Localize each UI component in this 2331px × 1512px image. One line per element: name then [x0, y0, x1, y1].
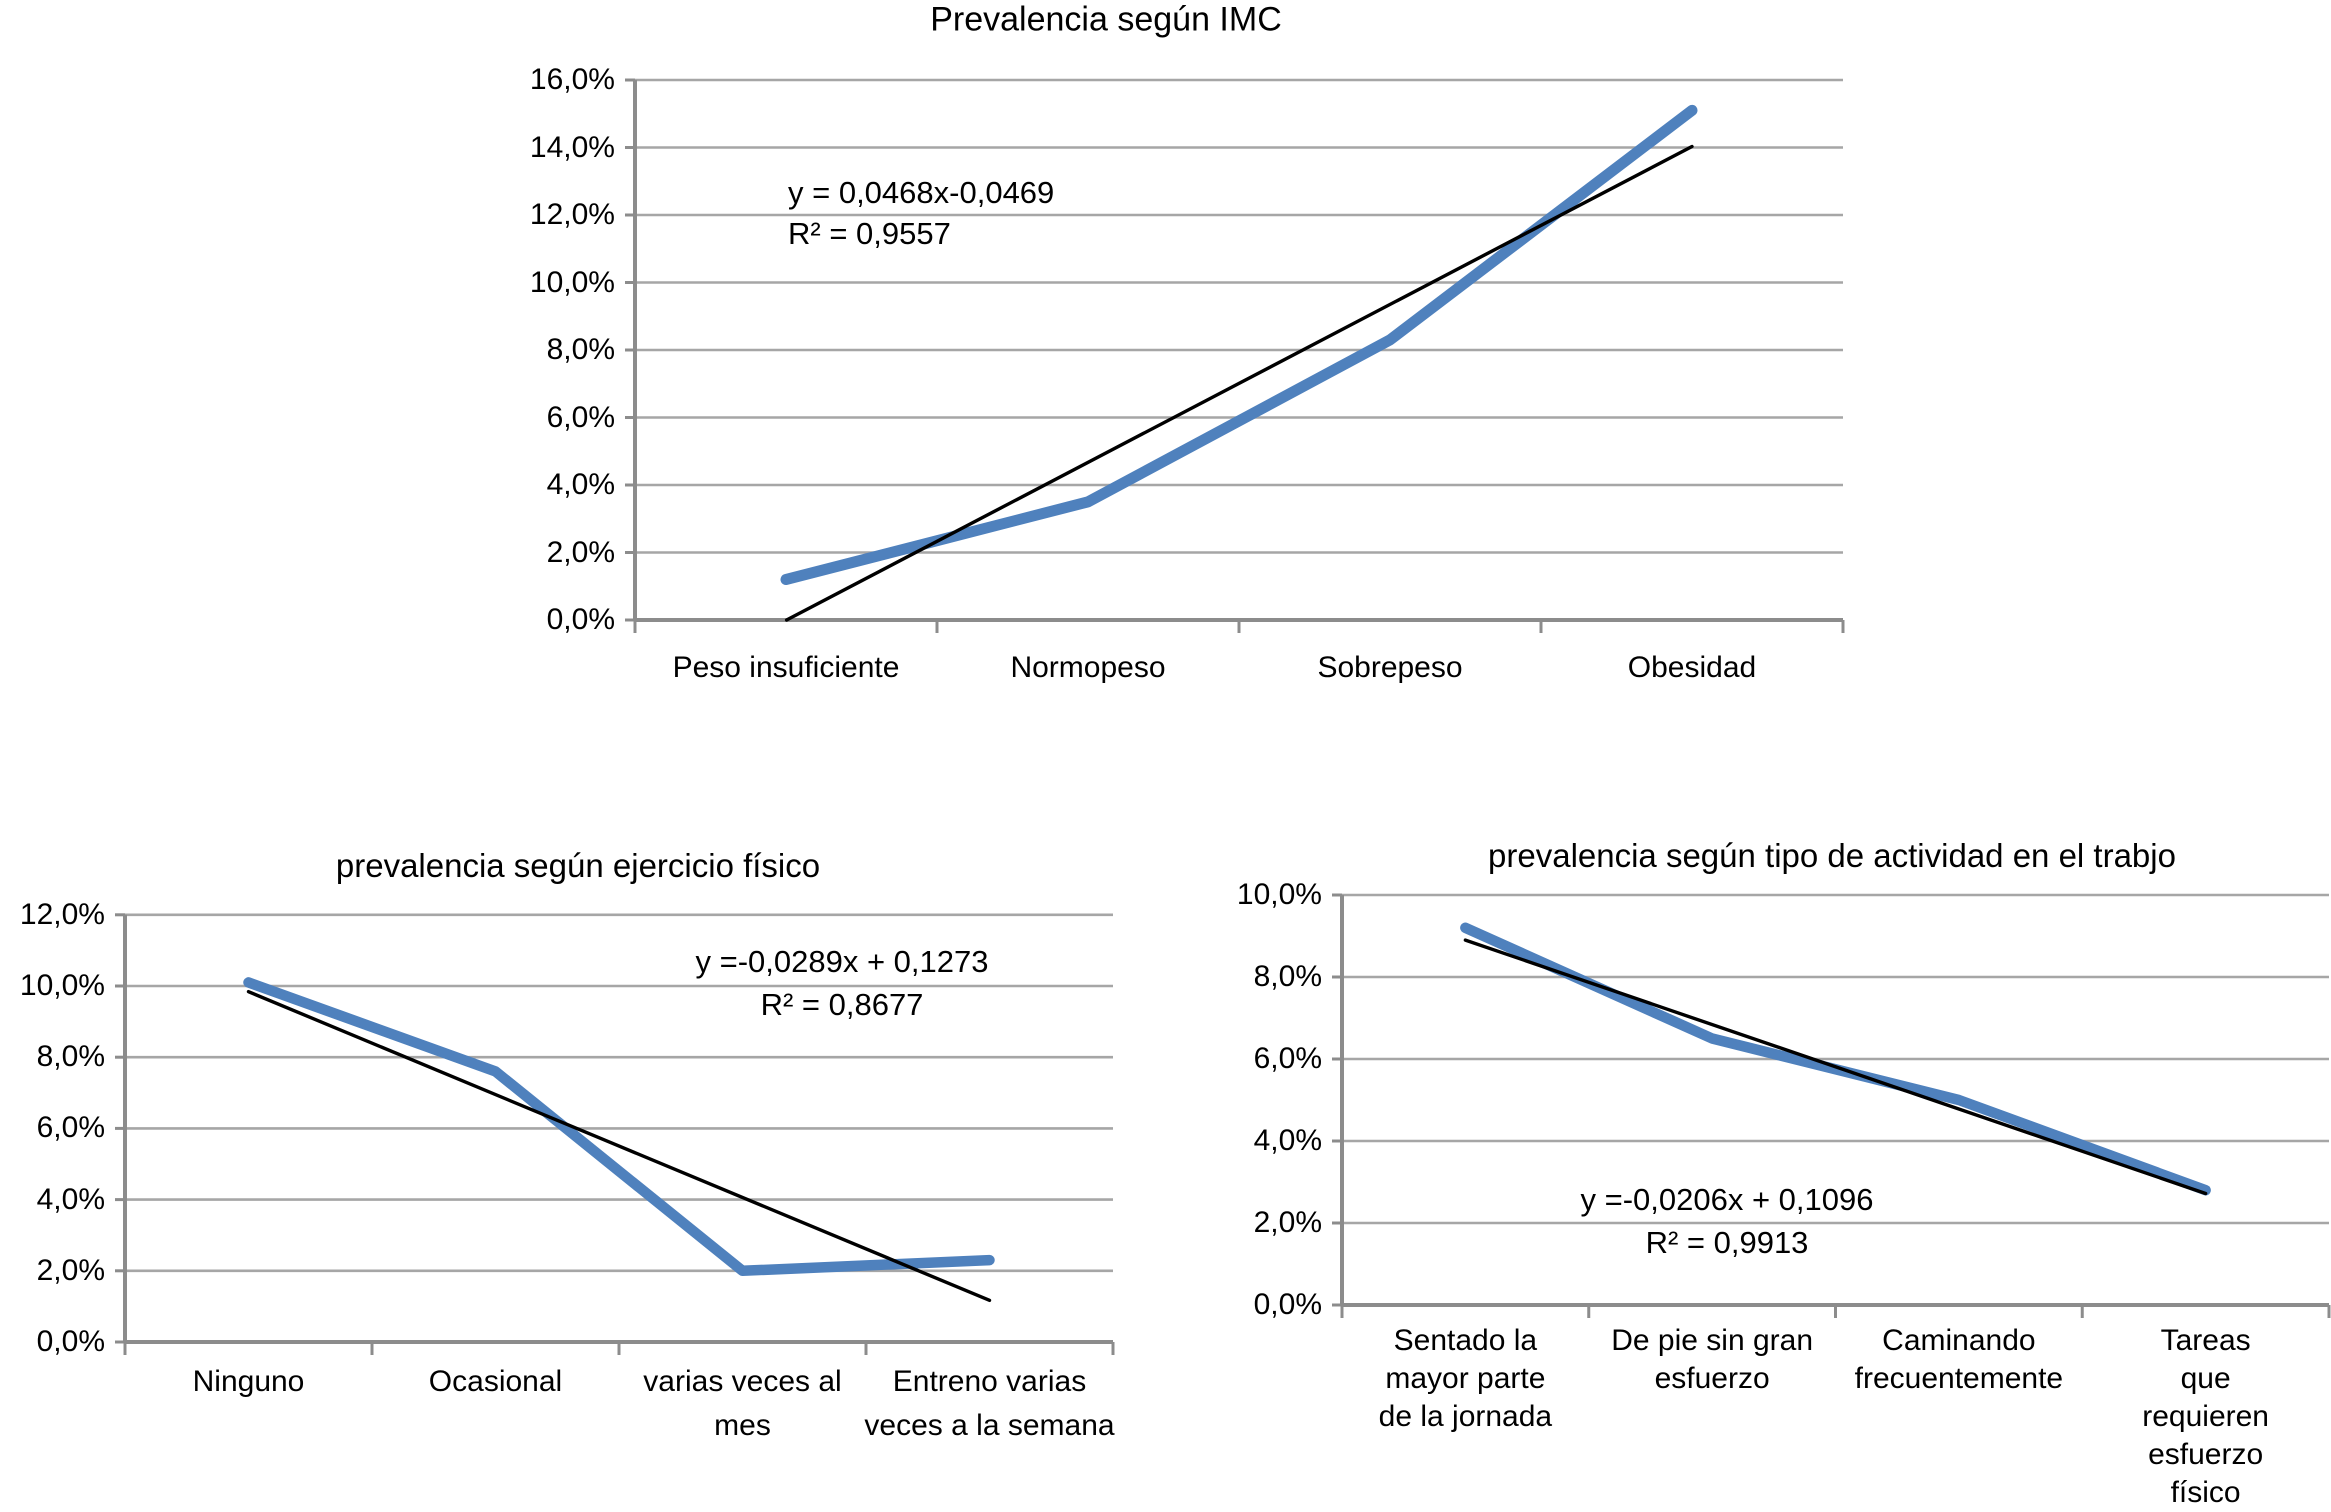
figure-canvas: Prevalencia según IMC y = 0,0468x-0,0469… [19, 0, 2331, 1509]
trendline [246, 989, 992, 1303]
y-tick-label: 6,0% [36, 1111, 105, 1145]
y-tick-label: 2,0% [1253, 1206, 1322, 1239]
category-label: Obesidad [1627, 651, 1757, 684]
data-series-line [243, 977, 995, 1277]
chart-ejercicio-trendline-equation: y =-0,0289x + 0,1273 [695, 944, 989, 979]
charts-canvas [115, 78, 2331, 1355]
y-tick-label: 8,0% [1253, 960, 1322, 993]
chart-trabajo-title: prevalencia según tipo de actividad en e… [1488, 837, 2176, 874]
y-tick-label: 14,0% [529, 130, 615, 164]
category-label: Ocasional [428, 1365, 563, 1398]
y-tick-label: 4,0% [36, 1182, 105, 1216]
category-label: Entreno varias veces a la semana [864, 1365, 1115, 1442]
category-label: Sobrepeso [1317, 651, 1463, 684]
y-tick-label: 10,0% [1236, 878, 1322, 911]
chart-trabajo-trendline-equation: y =-0,0206x + 0,1096 [1580, 1182, 1874, 1217]
trendline [1463, 938, 2208, 1196]
y-tick-label: 6,0% [1253, 1042, 1322, 1075]
chart-imc-trendline-equation: y = 0,0468x-0,0469 [788, 175, 1055, 210]
y-tick-label: 4,0% [1253, 1124, 1322, 1157]
category-label: Caminando frecuentemente [1854, 1324, 2064, 1395]
chart-ejercicio-title: prevalencia según ejercicio físico [335, 847, 821, 884]
y-tick-label: 4,0% [546, 468, 615, 501]
chart-imc-title: Prevalencia según IMC [930, 0, 1282, 39]
y-tick-label: 0,0% [1253, 1288, 1322, 1321]
category-label: varias veces al mes [643, 1365, 842, 1442]
chart-ejercicio-trendline-r2: R² = 0,8677 [760, 987, 924, 1022]
category-label: Tareas que requieren esfuerzo físico [2142, 1324, 2270, 1509]
y-tick-label: 10,0% [19, 969, 105, 1002]
category-label: De pie sin gran esfuerzo [1611, 1324, 1814, 1395]
category-label: Peso insuficiente [672, 651, 900, 684]
trendline [784, 144, 1694, 622]
y-tick-label: 2,0% [546, 535, 615, 569]
chart-imc-trendline-r2: R² = 0,9557 [788, 216, 951, 251]
y-tick-label: 12,0% [529, 198, 615, 231]
y-tick-label: 8,0% [36, 1040, 105, 1074]
y-tick-label: 8,0% [546, 333, 615, 366]
category-label: Sentado la mayor parte de la jornada [1378, 1324, 1553, 1433]
y-tick-label: 12,0% [19, 897, 105, 931]
y-tick-label: 2,0% [36, 1253, 105, 1287]
y-tick-label: 16,0% [529, 63, 615, 96]
chart-trabajo-trendline-r2: R² = 0,9913 [1645, 1225, 1809, 1260]
y-tick-label: 10,0% [529, 265, 615, 299]
y-tick-label: 0,0% [36, 1325, 105, 1358]
y-tick-label: 6,0% [546, 400, 615, 434]
category-label: Ninguno [192, 1365, 305, 1398]
y-tick-label: 0,0% [546, 603, 615, 636]
category-label: Normopeso [1010, 651, 1166, 684]
